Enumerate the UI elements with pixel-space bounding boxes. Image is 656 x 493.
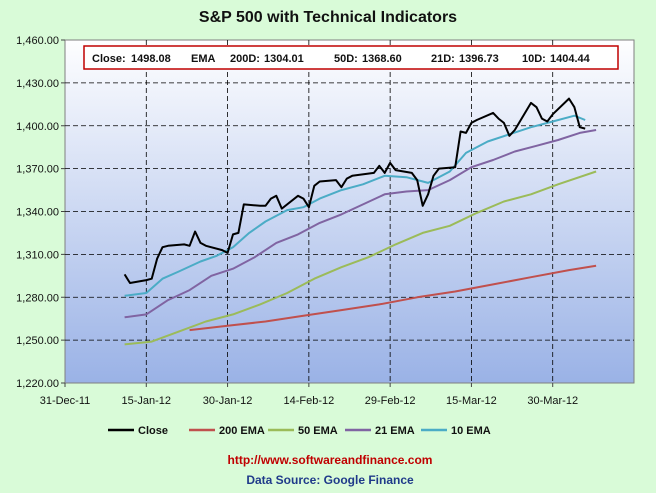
info-50d-value: 1368.60 (362, 53, 402, 65)
y-tick-label: 1,400.00 (16, 121, 59, 133)
y-tick-label: 1,430.00 (16, 78, 59, 90)
series-line-close (123, 97, 586, 284)
legend-label-50-ema: 50 EMA (298, 425, 338, 437)
info-200d-label: 200D: (230, 53, 260, 65)
x-tick-label: 14-Feb-12 (283, 395, 334, 407)
y-tick-label: 1,280.00 (16, 292, 59, 304)
y-tick-label: 1,340.00 (16, 207, 59, 219)
series-line-21-ema (124, 129, 597, 319)
y-tick-label: 1,460.00 (16, 35, 59, 47)
gridlines (65, 40, 634, 383)
info-box: Close: 1498.08 EMA 200D: 1304.01 50D: 13… (83, 45, 619, 70)
series-lines (123, 97, 597, 346)
footer-source: Data Source: Google Finance (246, 473, 414, 487)
info-50d-label: 50D: (334, 53, 358, 65)
info-close-value: 1498.08 (131, 53, 171, 65)
y-axis: 1,220.00 1,250.00 1,280.00 1,310.00 1,340.00… (16, 35, 65, 390)
x-tick-label: 15-Mar-12 (446, 395, 497, 407)
footer-url: http://www.softwareandfinance.com (228, 453, 433, 467)
info-200d-value: 1304.01 (264, 53, 304, 65)
x-tick-label: 15-Jan-12 (122, 395, 172, 407)
series-line-50-ema (124, 170, 597, 346)
x-axis: 31-Dec-11 15-Jan-12 30-Jan-12 14-Feb-12 29-F… (40, 383, 578, 407)
legend-label-10-ema: 10 EMA (451, 425, 491, 437)
legend-label-close: Close (138, 425, 168, 437)
info-10d-label: 10D: (522, 53, 546, 65)
info-21d-value: 1396.73 (459, 53, 499, 65)
info-close-label: Close: (92, 53, 126, 65)
y-tick-label: 1,310.00 (16, 249, 59, 261)
info-ema-label: EMA (191, 53, 216, 65)
info-10d-value: 1404.44 (550, 53, 591, 65)
y-tick-label: 1,370.00 (16, 164, 59, 176)
legend-label-21-ema: 21 EMA (375, 425, 415, 437)
chart-title: S&P 500 with Technical Indicators (199, 9, 457, 26)
y-tick-label: 1,220.00 (16, 378, 59, 390)
legend: Close 200 EMA 50 EMA 21 EMA 10 EMA (108, 425, 491, 437)
x-tick-label: 30-Jan-12 (203, 395, 253, 407)
legend-label-200-ema: 200 EMA (219, 425, 265, 437)
series-line-200-ema (189, 264, 597, 332)
x-tick-label: 30-Mar-12 (527, 395, 578, 407)
x-tick-label: 29-Feb-12 (365, 395, 416, 407)
info-21d-label: 21D: (431, 53, 455, 65)
y-tick-label: 1,250.00 (16, 335, 59, 347)
x-tick-label: 31-Dec-11 (40, 395, 91, 407)
